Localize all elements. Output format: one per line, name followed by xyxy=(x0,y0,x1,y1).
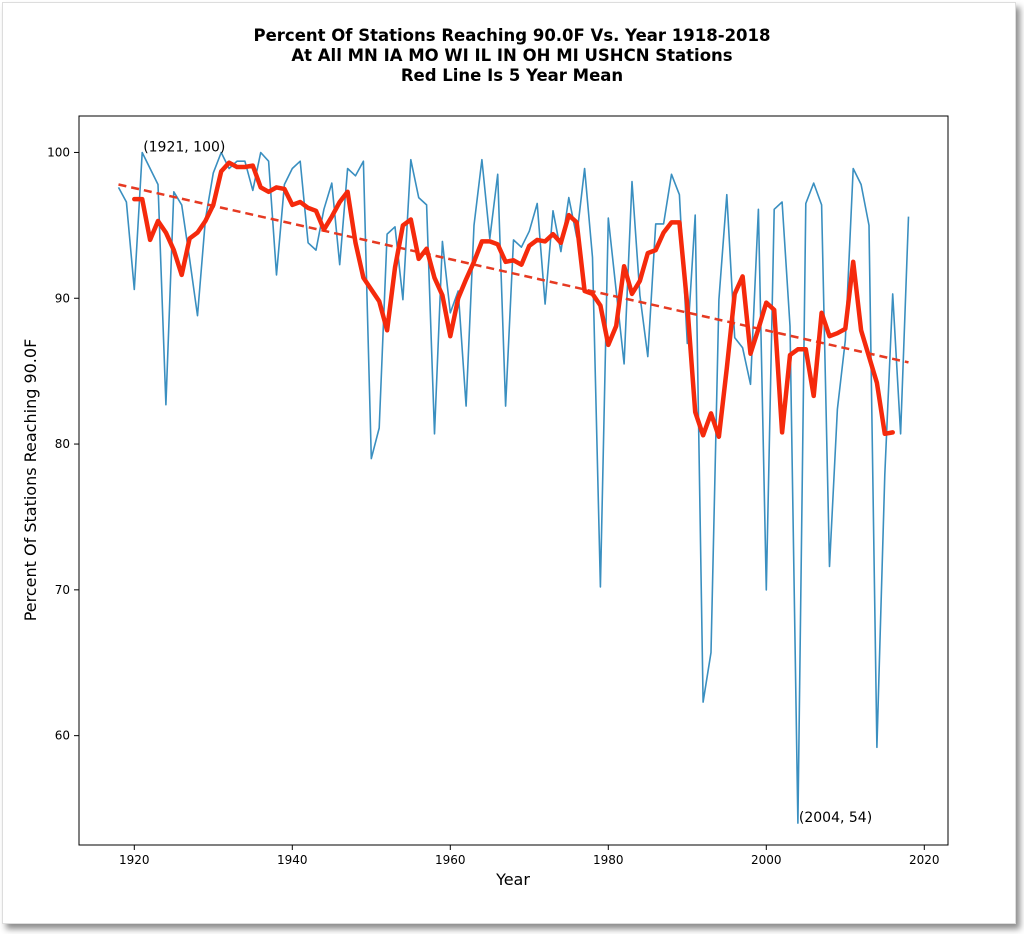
x-tick-label: 2020 xyxy=(909,853,940,867)
chart-title-line-3: Red Line Is 5 Year Mean xyxy=(400,66,624,85)
chart-title-line-1: Percent Of Stations Reaching 90.0F Vs. Y… xyxy=(253,26,771,45)
y-tick-label: 60 xyxy=(55,729,70,743)
ticks-layer: 1920 1940 1960 1980 2000 2020 60 70 80 90 100 xyxy=(47,145,939,867)
annotation-label: (1921, 100) xyxy=(143,139,225,155)
plot-area-frame xyxy=(78,115,949,846)
x-tick-label: 2000 xyxy=(751,853,782,867)
y-tick-label: 90 xyxy=(55,291,70,305)
series-mean-line xyxy=(132,160,895,440)
x-axis-label: Year xyxy=(495,870,530,889)
annotation-label: (2004, 54) xyxy=(799,810,872,826)
y-axis-label: Percent Of Stations Reaching 90.0F xyxy=(21,339,40,622)
figure-frame xyxy=(2,2,1016,924)
series-trend-line xyxy=(118,183,909,364)
x-tick-label: 1980 xyxy=(593,853,624,867)
series-yearly-line xyxy=(117,151,910,824)
y-tick-label: 100 xyxy=(47,145,70,159)
x-tick-label: 1960 xyxy=(435,853,466,867)
data-layer: (1921, 100) (2004, 54) xyxy=(117,139,910,826)
y-tick-label: 70 xyxy=(55,583,70,597)
x-tick-label: 1940 xyxy=(277,853,308,867)
x-tick-label: 1920 xyxy=(119,853,150,867)
y-tick-label: 80 xyxy=(55,437,70,451)
chart-title-line-2: At All MN IA MO WI IL IN OH MI USHCN Sta… xyxy=(291,46,733,65)
